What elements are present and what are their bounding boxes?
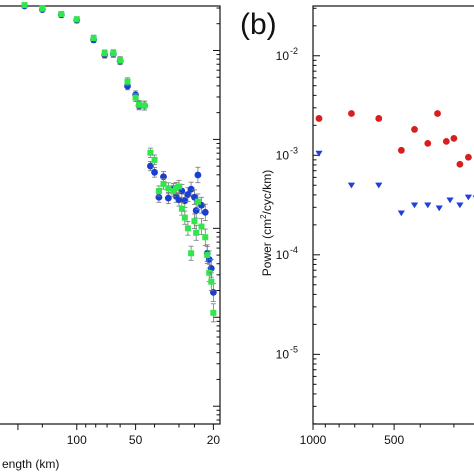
data-point <box>155 193 163 201</box>
data-point <box>181 197 189 205</box>
y-tick-label-b: 10 <box>276 148 290 162</box>
data-point <box>164 194 172 202</box>
data-point <box>201 208 209 216</box>
y-tick-label-b: 10 <box>276 347 290 361</box>
data-point <box>191 218 198 225</box>
data-point <box>375 115 383 122</box>
y-tick-label-exp-b: -4 <box>290 245 298 255</box>
plot-frame-a <box>0 5 221 425</box>
data-point <box>188 250 195 257</box>
data-point <box>58 11 65 18</box>
data-point <box>456 202 464 209</box>
data-point <box>132 94 139 101</box>
data-point <box>450 134 458 142</box>
y-tick-label-exp-b: -5 <box>290 344 298 354</box>
data-point <box>165 185 172 192</box>
y-tick-label-b: 10 <box>276 49 290 63</box>
data-point <box>136 101 143 108</box>
data-point <box>424 139 432 147</box>
data-point <box>464 194 473 201</box>
data-point <box>348 110 355 117</box>
x-tick-label-a: 50 <box>129 433 143 447</box>
series-a-0 <box>21 2 217 302</box>
data-point <box>187 185 195 193</box>
data-point <box>175 196 183 204</box>
data-point <box>194 198 201 205</box>
data-point <box>192 207 200 214</box>
data-point <box>424 202 432 209</box>
data-point <box>347 182 356 189</box>
data-point <box>181 214 188 221</box>
x-tick-label-a: 100 <box>67 433 87 447</box>
data-point <box>202 234 209 241</box>
data-point <box>210 309 217 316</box>
data-point <box>110 50 117 57</box>
y-tick-label-b: 10 <box>276 248 290 262</box>
data-point <box>160 180 167 187</box>
x-tick-label-b: 1000 <box>300 433 327 447</box>
x-axis-label-a: ength (km) <box>2 457 59 471</box>
data-point <box>151 168 158 176</box>
data-point <box>435 205 443 212</box>
data-point <box>198 223 205 230</box>
data-point <box>101 50 108 57</box>
data-point <box>193 229 200 236</box>
data-point <box>124 78 131 85</box>
data-point <box>178 205 185 212</box>
data-point <box>434 110 441 117</box>
series-b-0 <box>315 110 472 168</box>
x-tick-label-b: 500 <box>384 433 404 447</box>
panel-label-b: (b) <box>240 8 277 41</box>
data-point <box>442 137 450 145</box>
data-point <box>21 2 28 9</box>
data-point <box>208 278 215 285</box>
data-point <box>456 160 464 168</box>
data-point <box>117 57 124 64</box>
x-tick-label-a: 20 <box>207 433 221 447</box>
data-point <box>315 115 323 122</box>
data-point <box>147 149 154 156</box>
data-point <box>397 146 405 154</box>
data-point <box>375 182 383 189</box>
data-point <box>147 162 154 170</box>
data-point <box>204 252 211 259</box>
plot-frame-b <box>312 5 474 425</box>
data-point <box>315 150 323 157</box>
data-point <box>184 225 191 232</box>
data-point <box>465 153 472 161</box>
data-point <box>410 202 419 209</box>
data-point <box>39 5 46 12</box>
series-a-1 <box>21 2 217 323</box>
data-point <box>411 126 418 133</box>
data-point <box>175 183 182 190</box>
y-tick-label-exp-b: -3 <box>290 145 298 155</box>
data-point <box>151 156 158 163</box>
data-point <box>155 187 162 194</box>
data-point <box>194 171 202 179</box>
y-axis-label-b: Power (cm2/cyc/km) <box>259 170 274 276</box>
y-tick-label-exp-b: -2 <box>290 46 298 56</box>
series-b-1 <box>315 150 474 217</box>
data-point <box>141 102 148 109</box>
data-point <box>397 210 405 217</box>
data-point <box>446 197 454 204</box>
data-point <box>73 16 80 23</box>
data-point <box>90 35 97 42</box>
